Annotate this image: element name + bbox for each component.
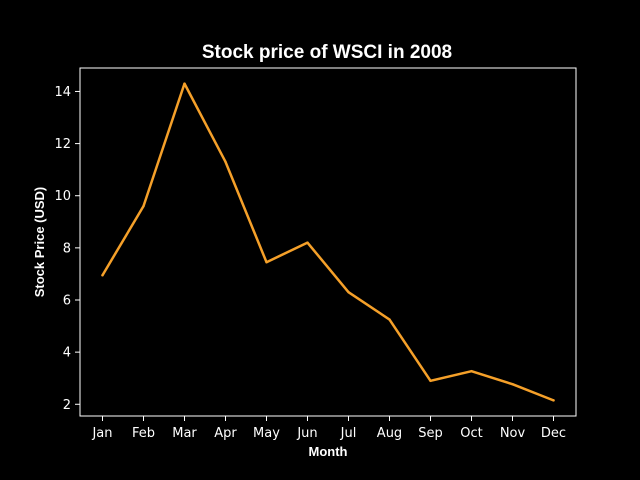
data-point xyxy=(142,204,145,208)
y-axis: 2 4 6 8 10 12 14 xyxy=(54,85,80,413)
data-point xyxy=(470,369,473,373)
y-tick-label: 14 xyxy=(54,85,71,100)
y-tick-label: 4 xyxy=(63,346,71,361)
x-tick-label: Feb xyxy=(132,426,155,441)
y-tick-label: 10 xyxy=(54,189,71,204)
data-point xyxy=(183,82,186,85)
data-point xyxy=(347,290,350,294)
data-point xyxy=(388,318,391,321)
x-tick-label: Jan xyxy=(91,426,112,441)
x-tick-label: May xyxy=(253,426,280,441)
x-axis-label: Month xyxy=(309,444,348,459)
y-tick-label: 8 xyxy=(63,241,71,256)
x-tick-label: Oct xyxy=(460,426,482,441)
x-axis: Jan Feb Mar Apr May Jun Jul Aug Sep Oct Nov Dec xyxy=(91,416,566,441)
y-axis-label: Stock Price (USD) xyxy=(32,187,47,298)
x-tick-label: Apr xyxy=(214,426,237,441)
data-point xyxy=(265,261,268,264)
plot-area xyxy=(79,67,577,417)
data-point xyxy=(101,274,104,277)
x-tick-label: Jul xyxy=(340,426,357,441)
x-tick-label: Mar xyxy=(172,426,197,441)
y-tick-label: 2 xyxy=(63,398,71,413)
data-points xyxy=(101,82,555,402)
data-point xyxy=(306,241,309,244)
data-point xyxy=(552,399,555,402)
data-point xyxy=(429,379,432,383)
series-line xyxy=(101,82,555,402)
y-tick-label: 6 xyxy=(63,294,71,309)
chart-title: Stock price of WSCI in 2008 xyxy=(202,42,452,63)
data-point xyxy=(511,382,514,386)
x-tick-label: Aug xyxy=(377,426,402,441)
x-tick-label: Nov xyxy=(500,426,526,441)
x-tick-label: Sep xyxy=(418,426,443,441)
x-tick-label: Dec xyxy=(541,426,566,441)
y-tick-label: 12 xyxy=(54,137,71,152)
x-tick-label: Jun xyxy=(296,426,317,441)
data-point xyxy=(224,160,227,164)
